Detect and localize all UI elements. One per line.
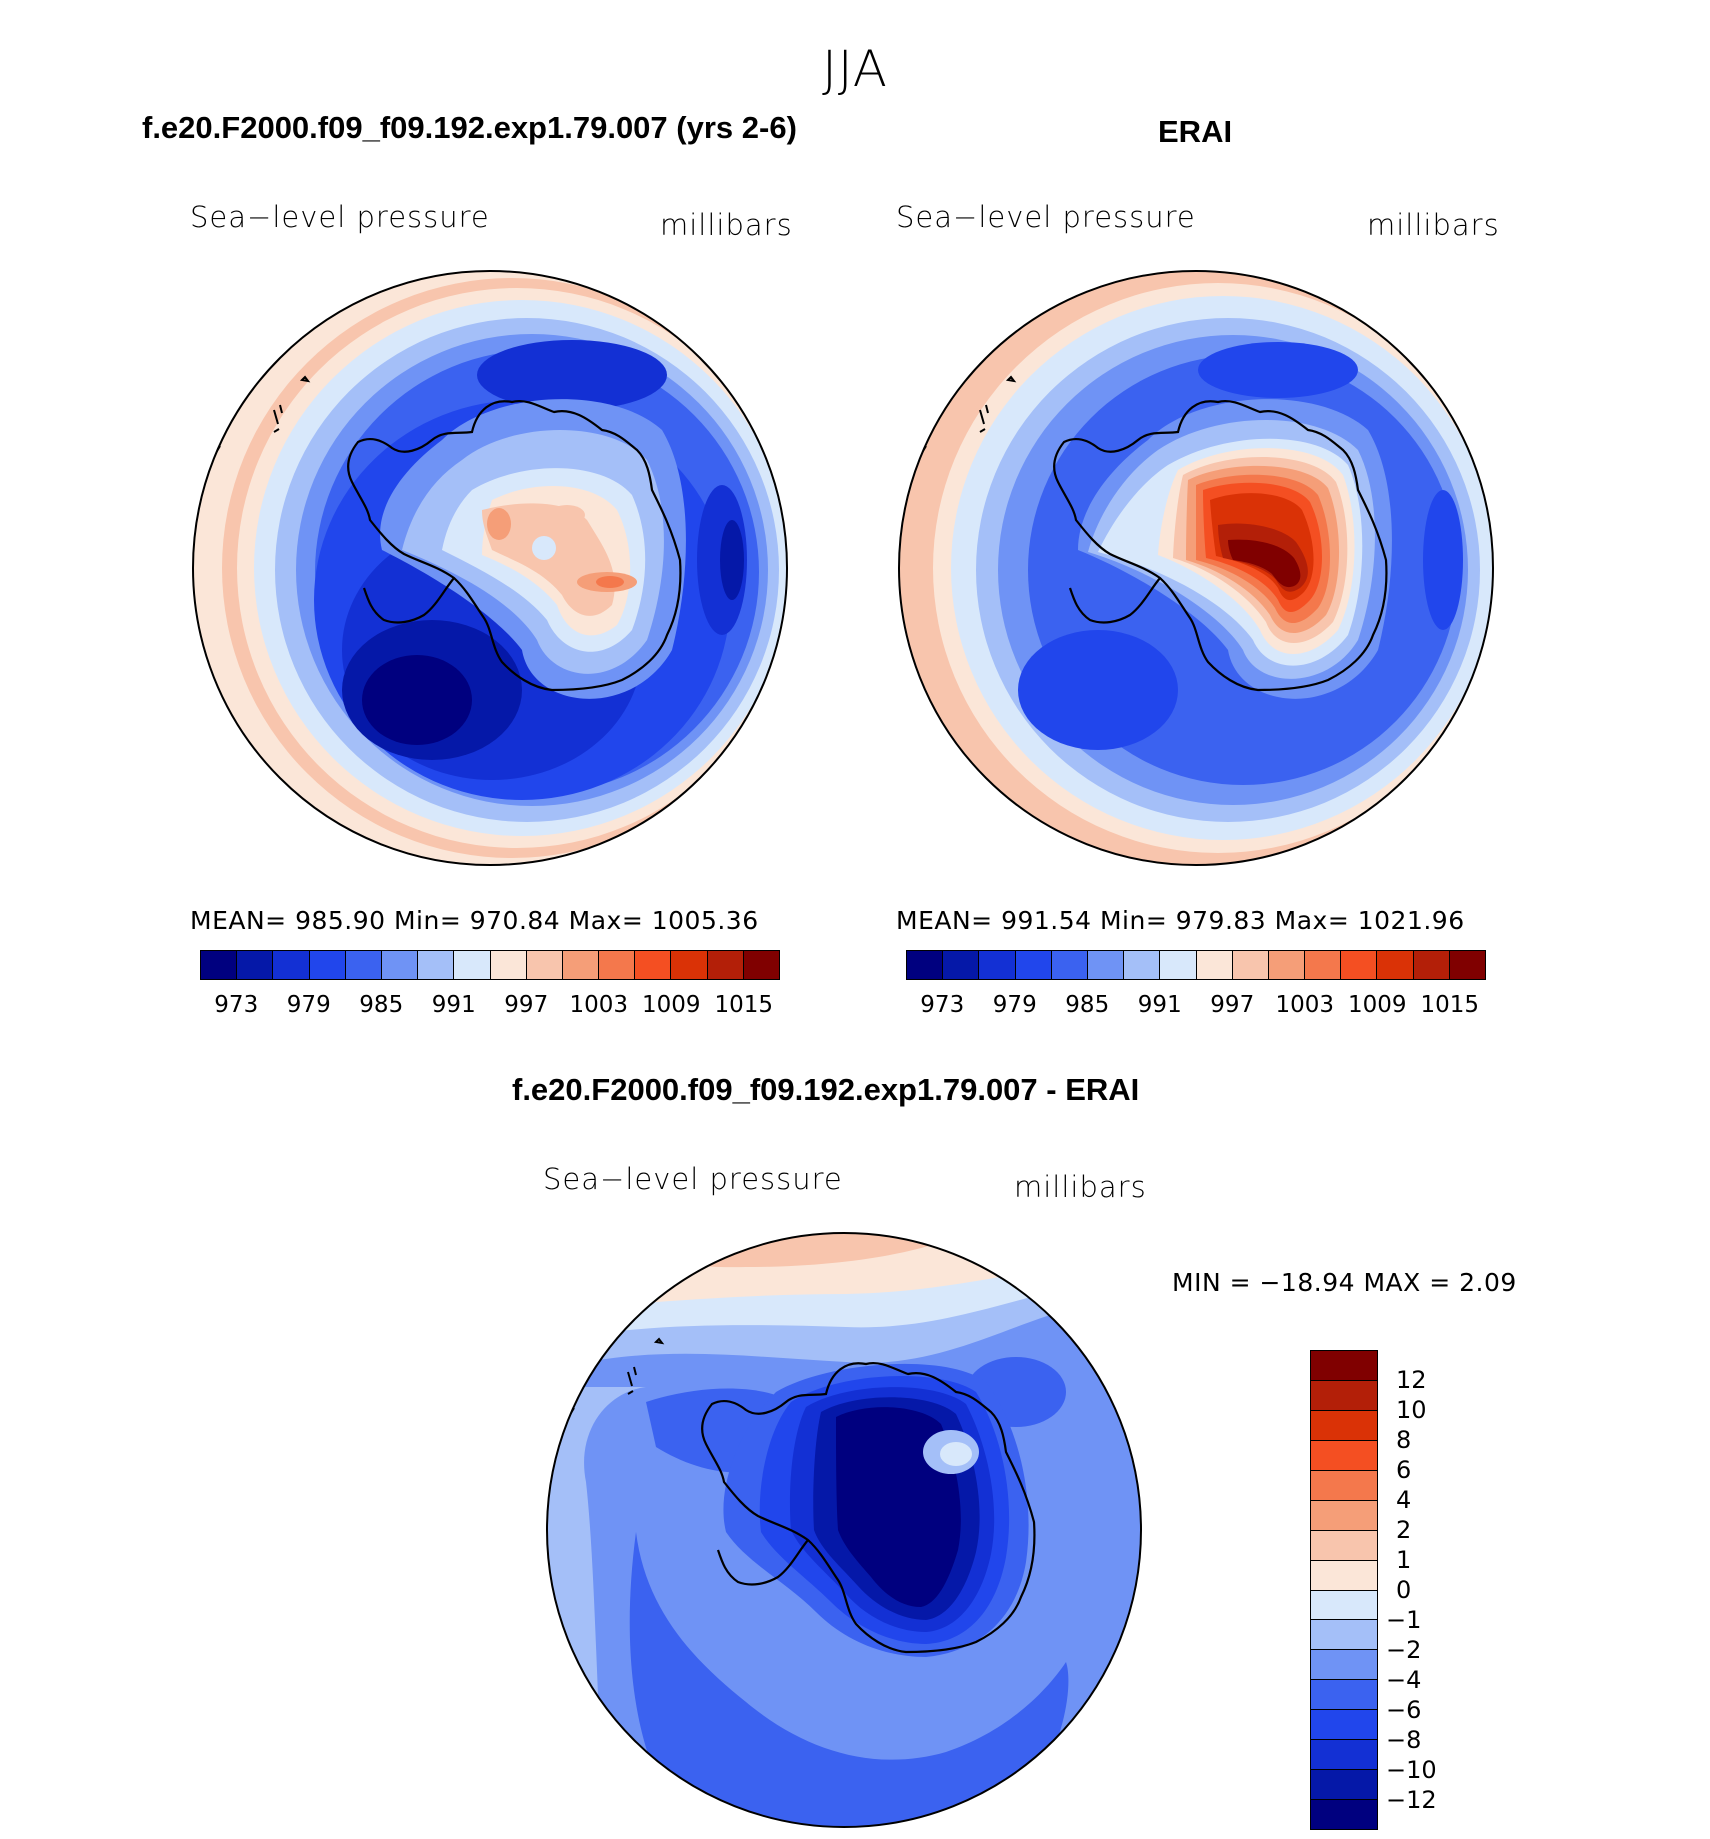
obs-colorbar: [906, 950, 1486, 980]
colorbar-swatch: [1311, 1680, 1377, 1711]
colorbar-swatch: [1311, 1530, 1377, 1561]
colorbar-swatch: [1268, 951, 1306, 979]
colorbar-tick-label: −4: [1386, 1666, 1422, 1694]
colorbar-tick-label: 1003: [1275, 992, 1335, 1018]
obs-units-label: millibars: [1367, 208, 1500, 242]
colorbar-swatch: [490, 951, 527, 979]
obs-slp-map: [898, 270, 1494, 866]
colorbar-swatch: [201, 951, 238, 979]
colorbar-tick-label: −1: [1386, 1606, 1422, 1634]
colorbar-swatch: [1311, 1800, 1377, 1829]
colorbar-swatch: [1311, 1351, 1377, 1381]
colorbar-swatch: [381, 951, 419, 979]
colorbar-swatch: [526, 951, 563, 979]
diff-slp-map: [546, 1232, 1142, 1828]
colorbar-tick-label: 1015: [714, 992, 774, 1018]
colorbar-tick-label: 10: [1396, 1396, 1427, 1424]
colorbar-swatch: [1449, 951, 1485, 979]
obs-stats: MEAN= 991.54 Min= 979.83 Max= 1021.96: [896, 906, 1465, 935]
model-units-label: millibars: [660, 208, 793, 242]
colorbar-swatch: [237, 951, 274, 979]
colorbar-tick-label: −2: [1386, 1636, 1422, 1664]
colorbar-swatch: [1196, 951, 1233, 979]
colorbar-swatch: [1311, 1380, 1377, 1411]
colorbar-swatch: [943, 951, 980, 979]
model-stats: MEAN= 985.90 Min= 970.84 Max= 1005.36: [190, 906, 759, 935]
model-panel-title: f.e20.F2000.f09_f09.192.exp1.79.007 (yrs…: [142, 110, 797, 145]
model-colorbar: [200, 950, 780, 980]
model-slp-map: [192, 270, 788, 866]
colorbar-tick-label: 991: [431, 992, 476, 1018]
colorbar-tick-label: 997: [504, 992, 549, 1018]
colorbar-swatch: [1311, 1650, 1377, 1681]
colorbar-swatch: [1160, 951, 1197, 979]
diff-stats: MIN = −18.94 MAX = 2.09: [1172, 1268, 1517, 1297]
colorbar-swatch: [599, 951, 636, 979]
colorbar-tick-label: 979: [286, 992, 331, 1018]
colorbar-tick-label: 1015: [1420, 992, 1480, 1018]
colorbar-tick-label: 4: [1396, 1486, 1412, 1514]
diff-panel-title: f.e20.F2000.f09_f09.192.exp1.79.007 - ER…: [512, 1072, 1140, 1107]
colorbar-tick-label: 1009: [1347, 992, 1407, 1018]
colorbar-tick-label: 985: [1065, 992, 1110, 1018]
colorbar-swatch: [707, 951, 744, 979]
colorbar-swatch: [1341, 951, 1378, 979]
colorbar-swatch: [1232, 951, 1269, 979]
model-variable-label: Sea−level pressure: [190, 200, 490, 234]
obs-panel-title: ERAI: [1158, 114, 1233, 149]
colorbar-swatch: [1311, 1710, 1377, 1741]
colorbar-tick-label: 1009: [641, 992, 701, 1018]
colorbar-tick-label: −10: [1386, 1756, 1437, 1784]
colorbar-swatch: [345, 951, 382, 979]
colorbar-swatch: [418, 951, 455, 979]
colorbar-tick-label: 6: [1396, 1456, 1412, 1484]
colorbar-swatch: [1311, 1740, 1377, 1771]
colorbar-swatch: [1413, 951, 1450, 979]
colorbar-tick-label: 1003: [569, 992, 629, 1018]
colorbar-swatch: [1311, 1620, 1377, 1651]
diff-colorbar: [1310, 1350, 1378, 1830]
colorbar-swatch: [1311, 1770, 1377, 1801]
colorbar-swatch: [309, 951, 346, 979]
colorbar-tick-label: 2: [1396, 1516, 1412, 1544]
colorbar-swatch: [1311, 1470, 1377, 1501]
colorbar-swatch: [1311, 1590, 1377, 1621]
colorbar-swatch: [1311, 1410, 1377, 1441]
colorbar-swatch: [635, 951, 672, 979]
colorbar-tick-label: −6: [1386, 1696, 1422, 1724]
colorbar-swatch: [454, 951, 491, 979]
colorbar-swatch: [1311, 1500, 1377, 1531]
colorbar-swatch: [979, 951, 1016, 979]
colorbar-swatch: [1377, 951, 1414, 979]
colorbar-swatch: [273, 951, 310, 979]
colorbar-tick-label: 8: [1396, 1426, 1412, 1454]
colorbar-swatch: [1015, 951, 1052, 979]
colorbar-swatch: [1311, 1440, 1377, 1471]
colorbar-swatch: [743, 951, 779, 979]
colorbar-tick-label: 985: [359, 992, 404, 1018]
colorbar-tick-label: 979: [992, 992, 1037, 1018]
colorbar-tick-label: 997: [1210, 992, 1255, 1018]
colorbar-swatch: [907, 951, 944, 979]
colorbar-tick-label: 12: [1396, 1366, 1427, 1394]
colorbar-swatch: [1305, 951, 1342, 979]
colorbar-swatch: [1124, 951, 1161, 979]
colorbar-swatch: [1051, 951, 1088, 979]
colorbar-swatch: [562, 951, 600, 979]
colorbar-swatch: [1311, 1560, 1377, 1591]
obs-variable-label: Sea−level pressure: [896, 200, 1196, 234]
colorbar-tick-label: 991: [1137, 992, 1182, 1018]
colorbar-tick-label: 973: [920, 992, 965, 1018]
diff-units-label: millibars: [1014, 1170, 1147, 1204]
diff-variable-label: Sea−level pressure: [543, 1162, 843, 1196]
colorbar-swatch: [1087, 951, 1125, 979]
colorbar-swatch: [671, 951, 708, 979]
colorbar-tick-label: 973: [214, 992, 259, 1018]
colorbar-tick-label: 0: [1396, 1576, 1412, 1604]
colorbar-tick-label: −8: [1386, 1726, 1422, 1754]
colorbar-tick-label: −12: [1386, 1786, 1437, 1814]
colorbar-tick-label: 1: [1396, 1546, 1412, 1574]
season-title: JJA: [822, 40, 888, 98]
